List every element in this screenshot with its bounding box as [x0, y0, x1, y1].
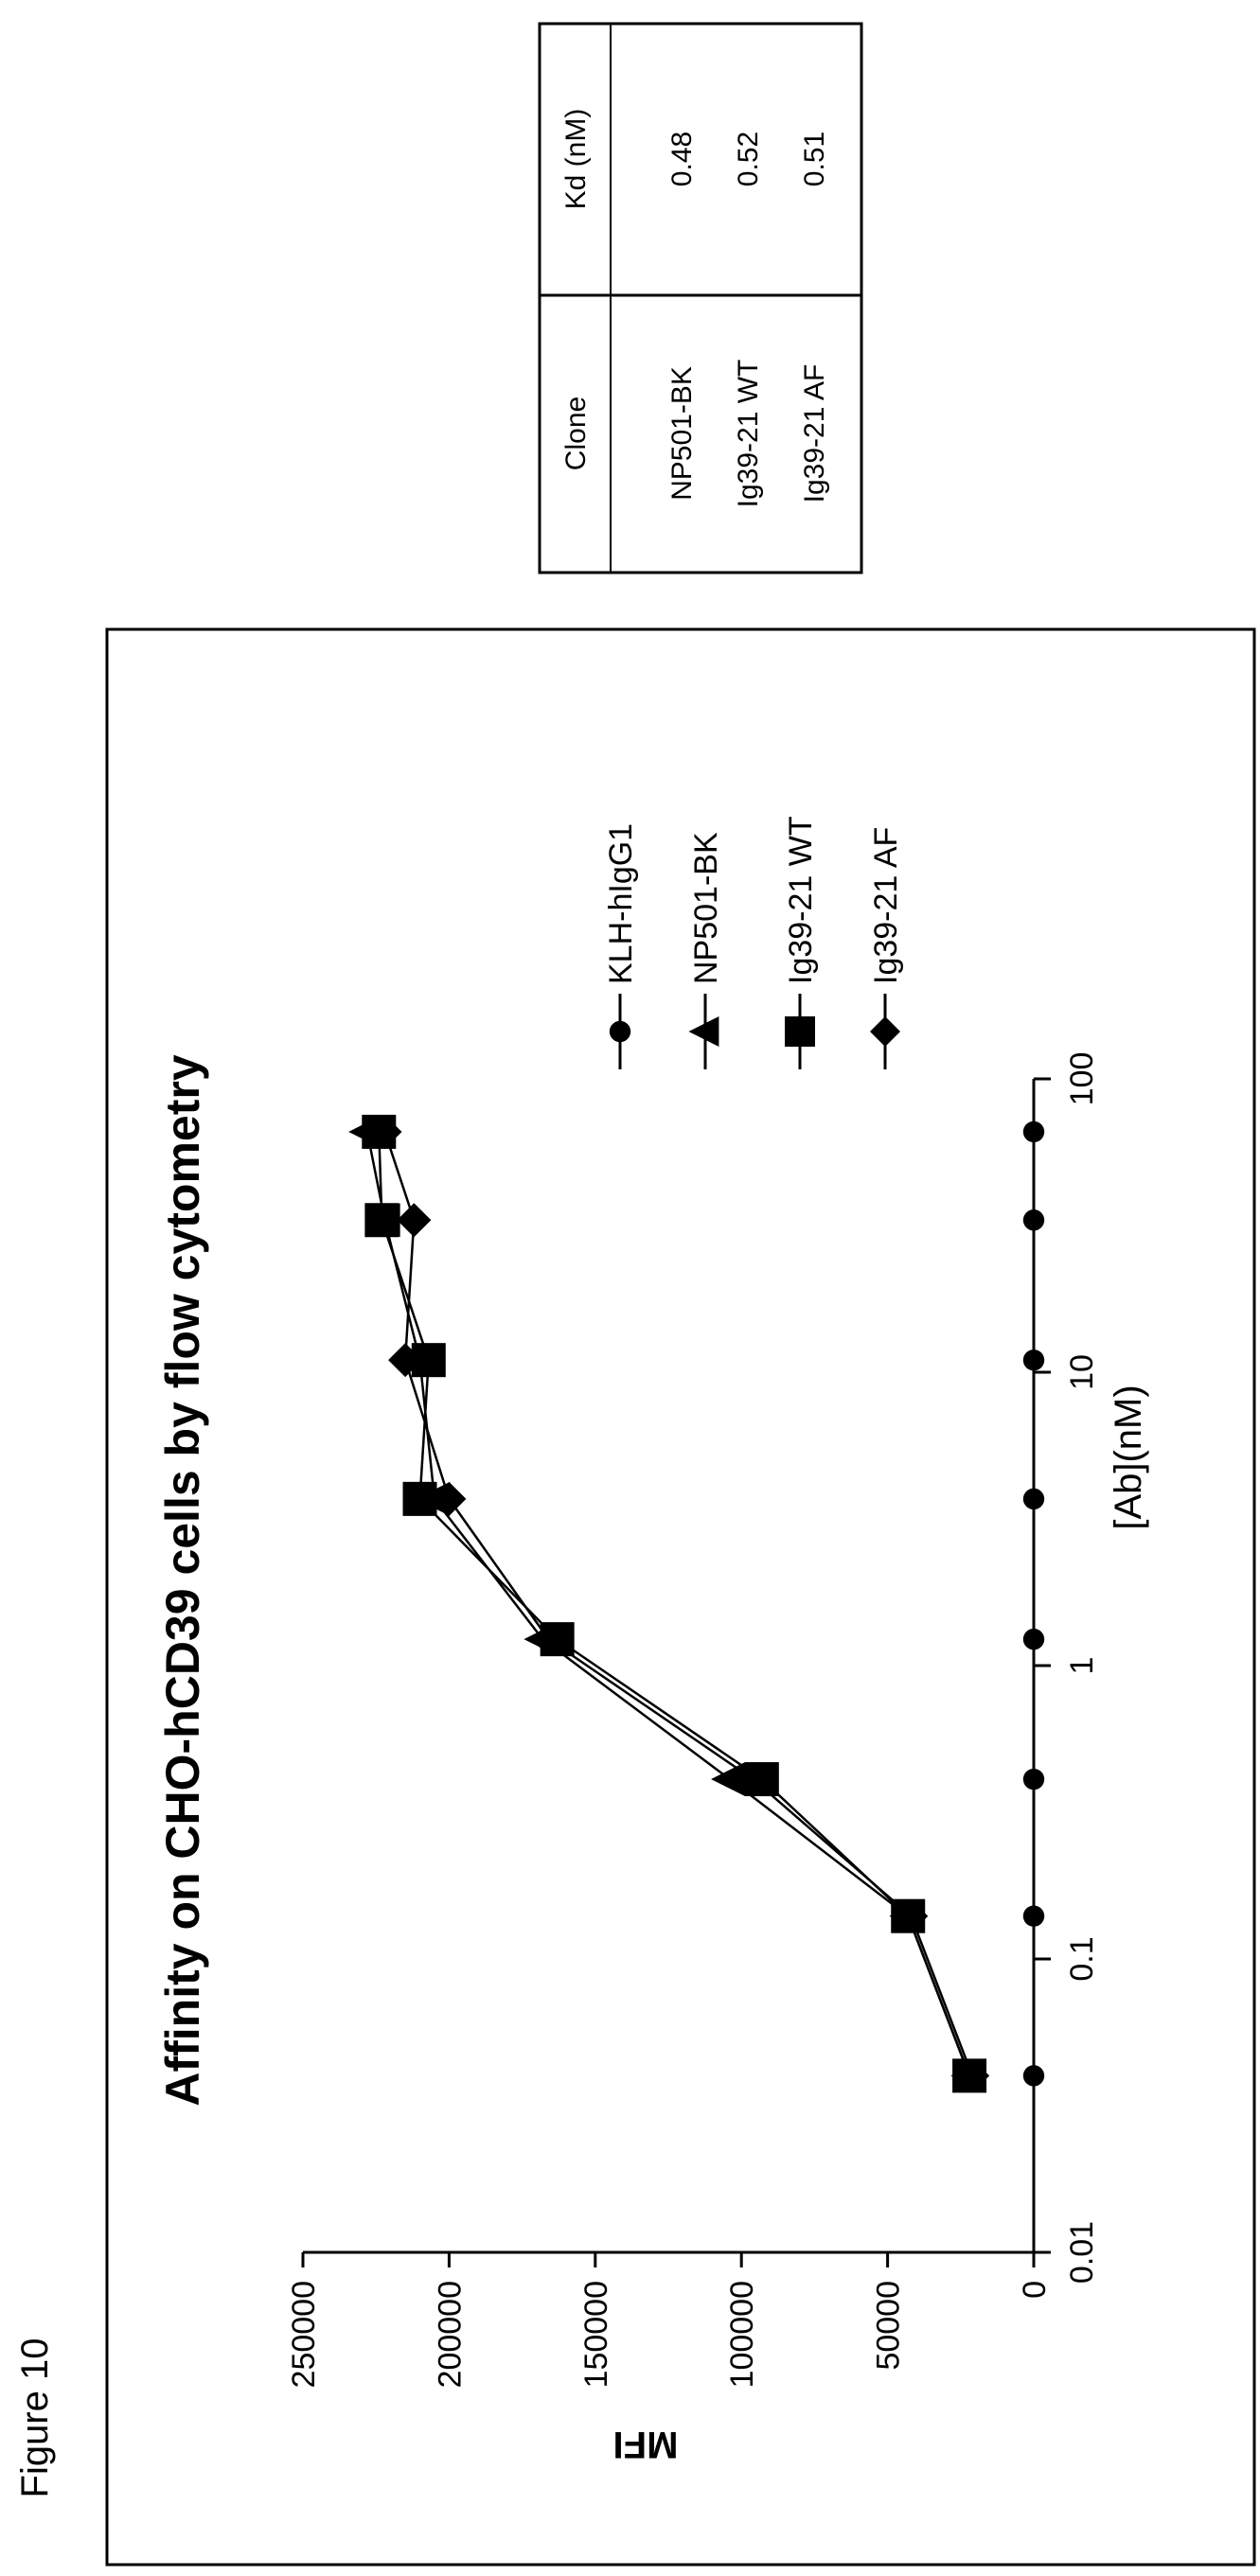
data-point: [1022, 1349, 1045, 1371]
y-tick-label: 200000: [432, 2281, 468, 2388]
y-tick-label: 0: [1017, 2281, 1053, 2299]
data-point: [894, 1898, 929, 1933]
kd-table-cell: NP501-BK: [666, 366, 698, 501]
legend-label: Ig39-21 WT: [783, 816, 819, 984]
chart-frame: [105, 627, 1256, 2567]
data-point: [1022, 2065, 1045, 2087]
x-tick-label: 100: [1064, 1052, 1100, 1106]
legend-marker: [870, 1016, 900, 1047]
y-axis-title: MFI: [613, 2424, 679, 2465]
x-tick-label: 0.01: [1064, 2221, 1100, 2284]
legend-marker: [785, 1016, 815, 1047]
data-point: [1022, 1905, 1045, 1927]
x-tick-label: 0.1: [1064, 1936, 1100, 1981]
series-ig39-21-af: [367, 1114, 990, 2093]
legend-entry: NP501-BK: [688, 832, 724, 1069]
legend-entry: KLH-hIgG1: [603, 823, 639, 1069]
data-point: [531, 1622, 566, 1657]
kd-table: Clone Kd (nM) NP501-BK 0.48 Ig39-21 WT 0…: [538, 22, 863, 574]
legend-marker: [688, 1016, 719, 1047]
data-point: [1022, 1120, 1045, 1143]
legend-marker: [609, 1020, 631, 1043]
y-tick-label: 50000: [871, 2281, 907, 2371]
kd-table-cell: Ig39-21 AF: [799, 364, 830, 503]
data-point: [432, 1481, 467, 1516]
series-np501-bk: [348, 1114, 985, 2093]
legend: KLH-hIgG1 NP501-BK Ig39-21 WT Ig39-21 AF: [603, 816, 904, 1069]
kd-table-header-kd: Kd (nM): [560, 109, 592, 210]
legend-entry: Ig39-21 AF: [868, 827, 904, 1069]
x-tick-label: 1: [1064, 1657, 1100, 1675]
data-point: [367, 1114, 402, 1149]
series-line: [378, 1131, 971, 2076]
kd-table-cell: 0.51: [799, 132, 830, 186]
data-point: [388, 1343, 423, 1378]
data-point: [1022, 1628, 1045, 1650]
y-tick-label: 250000: [286, 2281, 322, 2388]
legend-label: KLH-hIgG1: [603, 823, 639, 984]
data-point: [1022, 1209, 1045, 1231]
series-klh-higg1: [1022, 1120, 1045, 2087]
y-tick-label: 100000: [724, 2281, 760, 2388]
data-point: [736, 1762, 771, 1797]
data-point: [1022, 1488, 1045, 1510]
axes: 0.01 0.1 1 10 100 0 50000 100000 150000 200000 250…: [286, 1052, 1100, 2389]
data-point: [711, 1762, 746, 1797]
data-point: [364, 1203, 399, 1238]
series-ig39-21-wt: [362, 1114, 987, 2093]
kd-table-cell: 0.48: [666, 132, 698, 186]
series-line: [365, 1131, 971, 2076]
series-line: [383, 1131, 974, 2076]
kd-table-header-clone: Clone: [560, 397, 592, 470]
y-tick-label: 150000: [578, 2281, 614, 2388]
figure-label: Figure 10: [14, 2338, 56, 2498]
legend-entry: Ig39-21 WT: [783, 816, 819, 1069]
x-tick-label: 10: [1064, 1354, 1100, 1390]
kd-table-cell: 0.52: [733, 132, 764, 186]
legend-label: Ig39-21 AF: [868, 827, 904, 984]
data-point: [1022, 1768, 1045, 1791]
data-point: [402, 1481, 437, 1516]
x-axis-title: [Ab](nM): [1108, 1385, 1149, 1529]
plot-area: [348, 1114, 1045, 2093]
data-point: [955, 2058, 990, 2093]
data-point: [397, 1203, 432, 1238]
chart-title: Affinity on CHO-hCD39 cells by flow cyto…: [156, 1054, 209, 2106]
legend-label: NP501-BK: [688, 832, 724, 984]
kd-table-cell: Ig39-21 WT: [733, 360, 764, 508]
